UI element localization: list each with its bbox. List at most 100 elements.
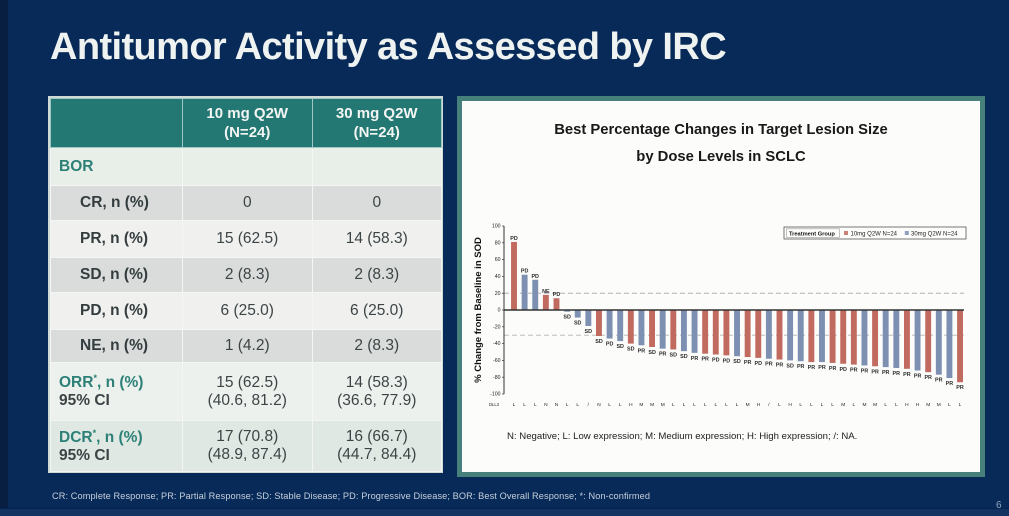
svg-text:100: 100 (492, 224, 501, 230)
svg-text:PR: PR (829, 366, 837, 372)
svg-text:PD: PD (510, 236, 518, 242)
svg-text:L: L (566, 402, 569, 408)
svg-text:80: 80 (495, 240, 501, 246)
svg-text:SD: SD (786, 363, 794, 369)
svg-text:PR: PR (691, 356, 699, 362)
svg-text:PR: PR (924, 375, 932, 381)
svg-text:L: L (884, 402, 887, 408)
svg-text:N: N (544, 402, 548, 408)
svg-text:PD: PD (839, 367, 847, 373)
svg-text:PD: PD (755, 361, 763, 367)
svg-text:L: L (895, 402, 898, 408)
svg-text:L: L (619, 402, 622, 408)
svg-text:PR: PR (659, 352, 667, 358)
svg-text:H: H (629, 402, 633, 408)
svg-text:H: H (916, 402, 920, 408)
svg-text:30mg Q2W N=24: 30mg Q2W N=24 (911, 232, 958, 238)
svg-text:N: N (555, 402, 559, 408)
svg-text:M: M (650, 402, 654, 408)
svg-text:PR: PR (797, 364, 805, 370)
svg-text:PD: PD (521, 269, 529, 275)
svg-text:60: 60 (495, 257, 501, 263)
svg-text:M: M (661, 402, 665, 408)
svg-text:H: H (788, 402, 792, 408)
svg-text:0: 0 (498, 308, 501, 314)
svg-text:PR: PR (903, 372, 911, 378)
svg-text:L: L (852, 402, 855, 408)
svg-text:SD: SD (670, 353, 678, 359)
svg-text:L: L (821, 402, 824, 408)
svg-text:M: M (873, 402, 877, 408)
svg-text:M: M (937, 402, 941, 408)
svg-text:PR: PR (765, 362, 773, 368)
svg-text:20: 20 (495, 291, 501, 297)
svg-text:-20: -20 (493, 324, 501, 330)
svg-text:PR: PR (914, 374, 922, 380)
svg-text:PR: PR (701, 357, 709, 363)
svg-text:SD: SD (563, 315, 571, 321)
svg-text:SD: SD (585, 329, 593, 335)
svg-text:PR: PR (893, 371, 901, 377)
svg-text:L: L (523, 402, 526, 408)
svg-text:SD: SD (574, 321, 582, 327)
svg-text:PR: PR (946, 381, 954, 387)
svg-text:L: L (672, 402, 675, 408)
svg-text:PD: PD (606, 342, 614, 348)
svg-text:PR: PR (818, 365, 826, 371)
svg-text:SD: SD (648, 350, 656, 356)
svg-text:PR: PR (871, 369, 879, 375)
svg-text:L: L (704, 402, 707, 408)
svg-text:L: L (576, 402, 579, 408)
svg-text:L: L (831, 402, 834, 408)
svg-text:L: L (948, 402, 951, 408)
svg-text:% Change from Baseline in SOD: % Change from Baseline in SOD (473, 237, 484, 383)
svg-text:10mg Q2W N=24: 10mg Q2W N=24 (851, 232, 898, 238)
svg-text:DLL3: DLL3 (489, 402, 500, 407)
svg-text:M: M (639, 402, 643, 408)
svg-text:Treatment Group: Treatment Group (789, 231, 835, 237)
svg-text:L: L (810, 402, 813, 408)
svg-text:H: H (905, 402, 909, 408)
svg-text:PR: PR (850, 368, 858, 374)
svg-text:N: N (597, 402, 601, 408)
svg-text:L: L (513, 402, 516, 408)
svg-text:L: L (725, 402, 728, 408)
svg-text:M: M (926, 402, 930, 408)
svg-text:PD: PD (723, 358, 731, 364)
svg-text:/: / (588, 402, 590, 408)
svg-text:M: M (746, 402, 750, 408)
svg-text:-100: -100 (490, 392, 500, 398)
svg-text:PR: PR (776, 363, 784, 369)
svg-text:SD: SD (680, 354, 688, 360)
svg-text:L: L (534, 402, 537, 408)
svg-text:-80: -80 (493, 375, 501, 381)
svg-text:PD: PD (531, 274, 539, 280)
svg-text:SD: SD (627, 347, 635, 353)
svg-text:-60: -60 (493, 358, 501, 364)
svg-text:PR: PR (638, 348, 646, 354)
svg-text:L: L (714, 402, 717, 408)
svg-text:PR: PR (861, 368, 869, 374)
svg-text:L: L (959, 402, 962, 408)
svg-text:-40: -40 (493, 341, 501, 347)
svg-text:L: L (799, 402, 802, 408)
svg-text:L: L (778, 402, 781, 408)
svg-text:M: M (863, 402, 867, 408)
svg-text:SD: SD (616, 344, 624, 350)
svg-text:PR: PR (882, 370, 890, 376)
svg-text:PR: PR (808, 365, 816, 371)
svg-text:40: 40 (495, 274, 501, 280)
svg-text:L: L (736, 402, 739, 408)
svg-text:H: H (757, 402, 761, 408)
svg-text:PR: PR (935, 378, 943, 384)
svg-text:SD: SD (733, 359, 741, 365)
svg-text:PD: PD (712, 358, 720, 364)
svg-text:NE: NE (542, 289, 550, 295)
svg-text:PR: PR (744, 360, 752, 366)
svg-text:L: L (683, 402, 686, 408)
svg-text:L: L (608, 402, 611, 408)
svg-text:PD: PD (553, 292, 561, 298)
svg-text:/: / (768, 402, 770, 408)
svg-text:M: M (841, 402, 845, 408)
svg-text:SD: SD (595, 339, 603, 345)
